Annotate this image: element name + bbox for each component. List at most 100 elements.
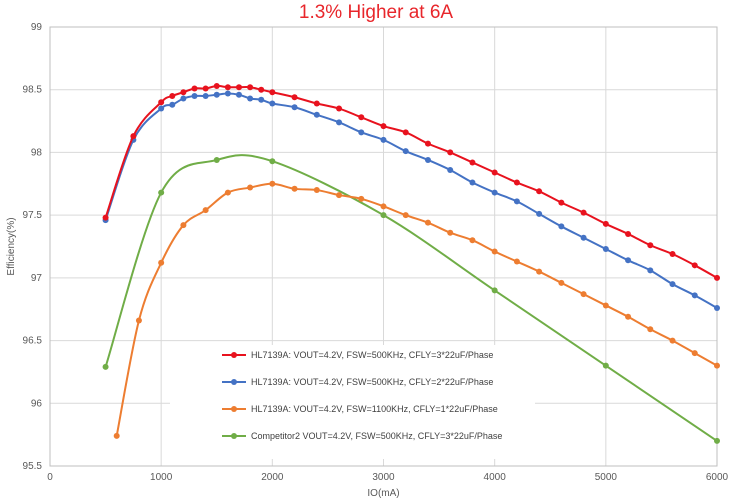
data-point	[202, 92, 209, 99]
legend-label: HL7139A: VOUT=4.2V, FSW=1100KHz, CFLY=1*…	[251, 404, 498, 414]
data-point	[380, 123, 387, 130]
data-point	[313, 187, 320, 194]
data-point	[169, 101, 176, 108]
series-group	[102, 82, 720, 444]
y-tick-label: 99	[31, 22, 43, 33]
data-point	[669, 281, 676, 288]
data-point	[113, 432, 120, 439]
data-point	[380, 212, 387, 219]
legend-item: HL7139A: VOUT=4.2V, FSW=1100KHz, CFLY=1*…	[222, 404, 498, 414]
data-point	[191, 92, 198, 99]
data-point	[102, 214, 109, 221]
data-point	[135, 317, 142, 324]
data-point	[291, 94, 298, 101]
data-point	[536, 188, 543, 195]
data-point	[625, 230, 632, 237]
data-point	[647, 267, 654, 274]
legend-item: Competitor2 VOUT=4.2V, FSW=500KHz, CFLY=…	[222, 431, 502, 441]
data-point	[191, 85, 198, 92]
data-point	[691, 262, 698, 269]
data-point	[669, 251, 676, 258]
data-point	[602, 246, 609, 253]
y-tick-label: 97.5	[23, 210, 43, 221]
data-point	[158, 99, 165, 106]
legend-background	[170, 345, 535, 459]
axes: 95.5 96 96.5 97 97.5 98 98.5 99 0 1000 2000 3000 400…	[23, 22, 729, 483]
data-point	[602, 302, 609, 309]
data-point	[424, 140, 431, 147]
legend-label: HL7139A: VOUT=4.2V, FSW=500KHz, CFLY=2*2…	[251, 377, 493, 387]
data-point	[380, 203, 387, 210]
y-axis-label: Efficiency(%)	[6, 217, 17, 275]
data-point	[402, 129, 409, 136]
legend-item: HL7139A: VOUT=4.2V, FSW=500KHz, CFLY=3*2…	[222, 350, 493, 360]
series-2	[102, 90, 720, 311]
y-tick-label: 97	[31, 273, 43, 284]
legend-label: Competitor2 VOUT=4.2V, FSW=500KHz, CFLY=…	[251, 431, 502, 441]
legend: HL7139A: VOUT=4.2V, FSW=500KHz, CFLY=3*2…	[170, 345, 535, 459]
data-point	[313, 111, 320, 118]
data-point	[536, 268, 543, 275]
data-point	[558, 223, 565, 230]
data-point	[224, 189, 231, 196]
data-point	[258, 86, 265, 93]
x-tick-label: 0	[47, 472, 53, 483]
plot-area-border	[49, 26, 718, 467]
data-point	[247, 84, 254, 91]
legend-label: HL7139A: VOUT=4.2V, FSW=500KHz, CFLY=3*2…	[251, 350, 493, 360]
data-point	[536, 210, 543, 217]
y-tick-label: 98	[31, 147, 43, 158]
data-point	[647, 326, 654, 333]
data-point	[558, 279, 565, 286]
data-point	[491, 287, 498, 294]
data-point	[714, 304, 720, 311]
data-point	[714, 437, 720, 444]
data-point	[269, 89, 276, 96]
data-point	[213, 82, 220, 89]
data-point	[158, 189, 165, 196]
x-axis-label: IO(mA)	[367, 488, 399, 499]
x-tick-label: 5000	[595, 472, 618, 483]
data-point	[625, 257, 632, 264]
data-point	[491, 248, 498, 255]
series-line	[104, 84, 718, 279]
data-point	[336, 105, 343, 112]
data-point	[213, 156, 220, 163]
data-point	[424, 156, 431, 163]
data-point	[402, 212, 409, 219]
data-point	[513, 258, 520, 265]
data-point	[469, 159, 476, 166]
data-point	[714, 362, 720, 369]
data-point	[714, 274, 720, 281]
data-point	[313, 100, 320, 107]
data-point	[180, 89, 187, 96]
data-point	[602, 362, 609, 369]
legend-item: HL7139A: VOUT=4.2V, FSW=500KHz, CFLY=2*2…	[222, 377, 493, 387]
series-line	[104, 92, 718, 309]
data-point	[269, 100, 276, 107]
data-point	[102, 363, 109, 370]
y-tick-label: 95.5	[23, 461, 43, 472]
data-point	[447, 149, 454, 156]
legend-swatch-marker	[231, 406, 237, 412]
y-tick-label: 98.5	[23, 85, 43, 96]
chart-title: 1.3% Higher at 6A	[298, 2, 454, 23]
data-point	[169, 92, 176, 99]
data-point	[202, 85, 209, 92]
data-point	[580, 209, 587, 216]
data-point	[224, 84, 231, 91]
data-point	[130, 133, 137, 140]
data-point	[691, 350, 698, 357]
data-point	[336, 192, 343, 199]
legend-swatch-marker	[231, 379, 237, 385]
data-point	[202, 207, 209, 214]
data-point	[291, 104, 298, 111]
y-tick-label: 96.5	[23, 336, 43, 347]
data-point	[491, 189, 498, 196]
data-point	[669, 337, 676, 344]
data-point	[424, 219, 431, 226]
data-point	[513, 179, 520, 186]
data-point	[691, 292, 698, 299]
x-tick-label: 3000	[372, 472, 395, 483]
x-tick-label: 2000	[261, 472, 284, 483]
